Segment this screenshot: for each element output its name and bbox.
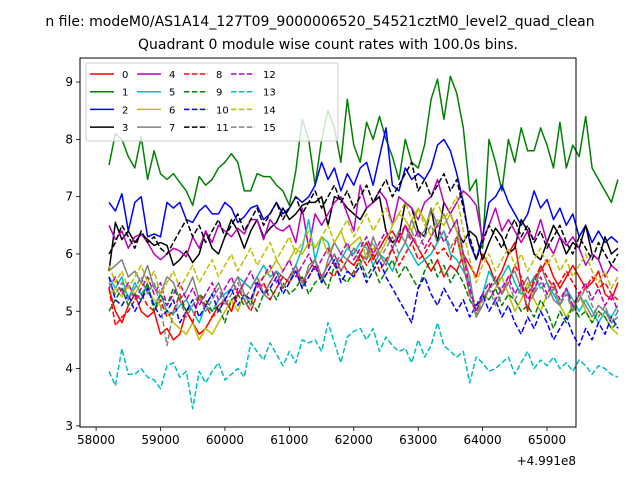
series-line-14 bbox=[108, 195, 619, 295]
series-line-1 bbox=[108, 75, 619, 249]
figure-suptitle: n file: modeM0/AS1A14_127T09_9000006520_… bbox=[45, 14, 594, 30]
y-tick-label: 8 bbox=[65, 132, 73, 146]
legend-label-1: 1 bbox=[122, 88, 128, 99]
x-tick-label: 60000 bbox=[206, 433, 244, 447]
legend-label-8: 8 bbox=[216, 70, 222, 81]
series-line-8 bbox=[108, 236, 619, 327]
x-tick-label: 65000 bbox=[528, 433, 566, 447]
chart-title: Quadrant 0 module wise count rates with … bbox=[138, 37, 518, 53]
legend-label-10: 10 bbox=[216, 105, 229, 116]
series-line-2 bbox=[108, 127, 619, 261]
series-line-15 bbox=[108, 224, 619, 347]
y-tick-label: 5 bbox=[65, 304, 73, 318]
series-line-3 bbox=[108, 195, 619, 272]
y-tick-label: 6 bbox=[65, 247, 73, 261]
series-line-13 bbox=[108, 321, 619, 410]
series-line-11 bbox=[108, 161, 619, 267]
legend-label-5: 5 bbox=[169, 88, 175, 99]
x-tick-label: 59000 bbox=[141, 433, 179, 447]
legend-label-6: 6 bbox=[169, 105, 175, 116]
legend-label-3: 3 bbox=[122, 123, 128, 134]
series-line-5 bbox=[108, 218, 619, 324]
legend-label-13: 13 bbox=[263, 88, 276, 99]
legend-label-15: 15 bbox=[263, 123, 276, 134]
legend-label-12: 12 bbox=[263, 70, 276, 81]
legend-label-7: 7 bbox=[169, 123, 175, 134]
y-tick-label: 9 bbox=[65, 75, 73, 89]
series-line-10 bbox=[108, 258, 619, 347]
legend-label-14: 14 bbox=[263, 105, 276, 116]
tick-layer: 58000 59000 60000 61000 62000 63000 64000 65000… bbox=[65, 75, 566, 447]
x-tick-label: 58000 bbox=[77, 433, 115, 447]
y-tick-label: 7 bbox=[65, 190, 73, 204]
legend-label-11: 11 bbox=[216, 123, 229, 134]
series-line-12 bbox=[108, 218, 619, 313]
y-tick-label: 3 bbox=[65, 419, 73, 433]
x-offset-label: +4.991e8 bbox=[517, 454, 576, 468]
plot-frame bbox=[79, 57, 577, 428]
x-tick-label: 64000 bbox=[464, 433, 502, 447]
legend-box bbox=[85, 62, 339, 142]
x-tick-label: 63000 bbox=[399, 433, 437, 447]
legend-label-0: 0 bbox=[122, 70, 128, 81]
x-tick-label: 62000 bbox=[335, 433, 373, 447]
x-tick-label: 61000 bbox=[270, 433, 308, 447]
legend-label-9: 9 bbox=[216, 88, 222, 99]
y-tick-label: 4 bbox=[65, 362, 73, 376]
legend-label-4: 4 bbox=[169, 70, 175, 81]
series-layer bbox=[108, 75, 619, 410]
legend-label-2: 2 bbox=[122, 105, 128, 116]
